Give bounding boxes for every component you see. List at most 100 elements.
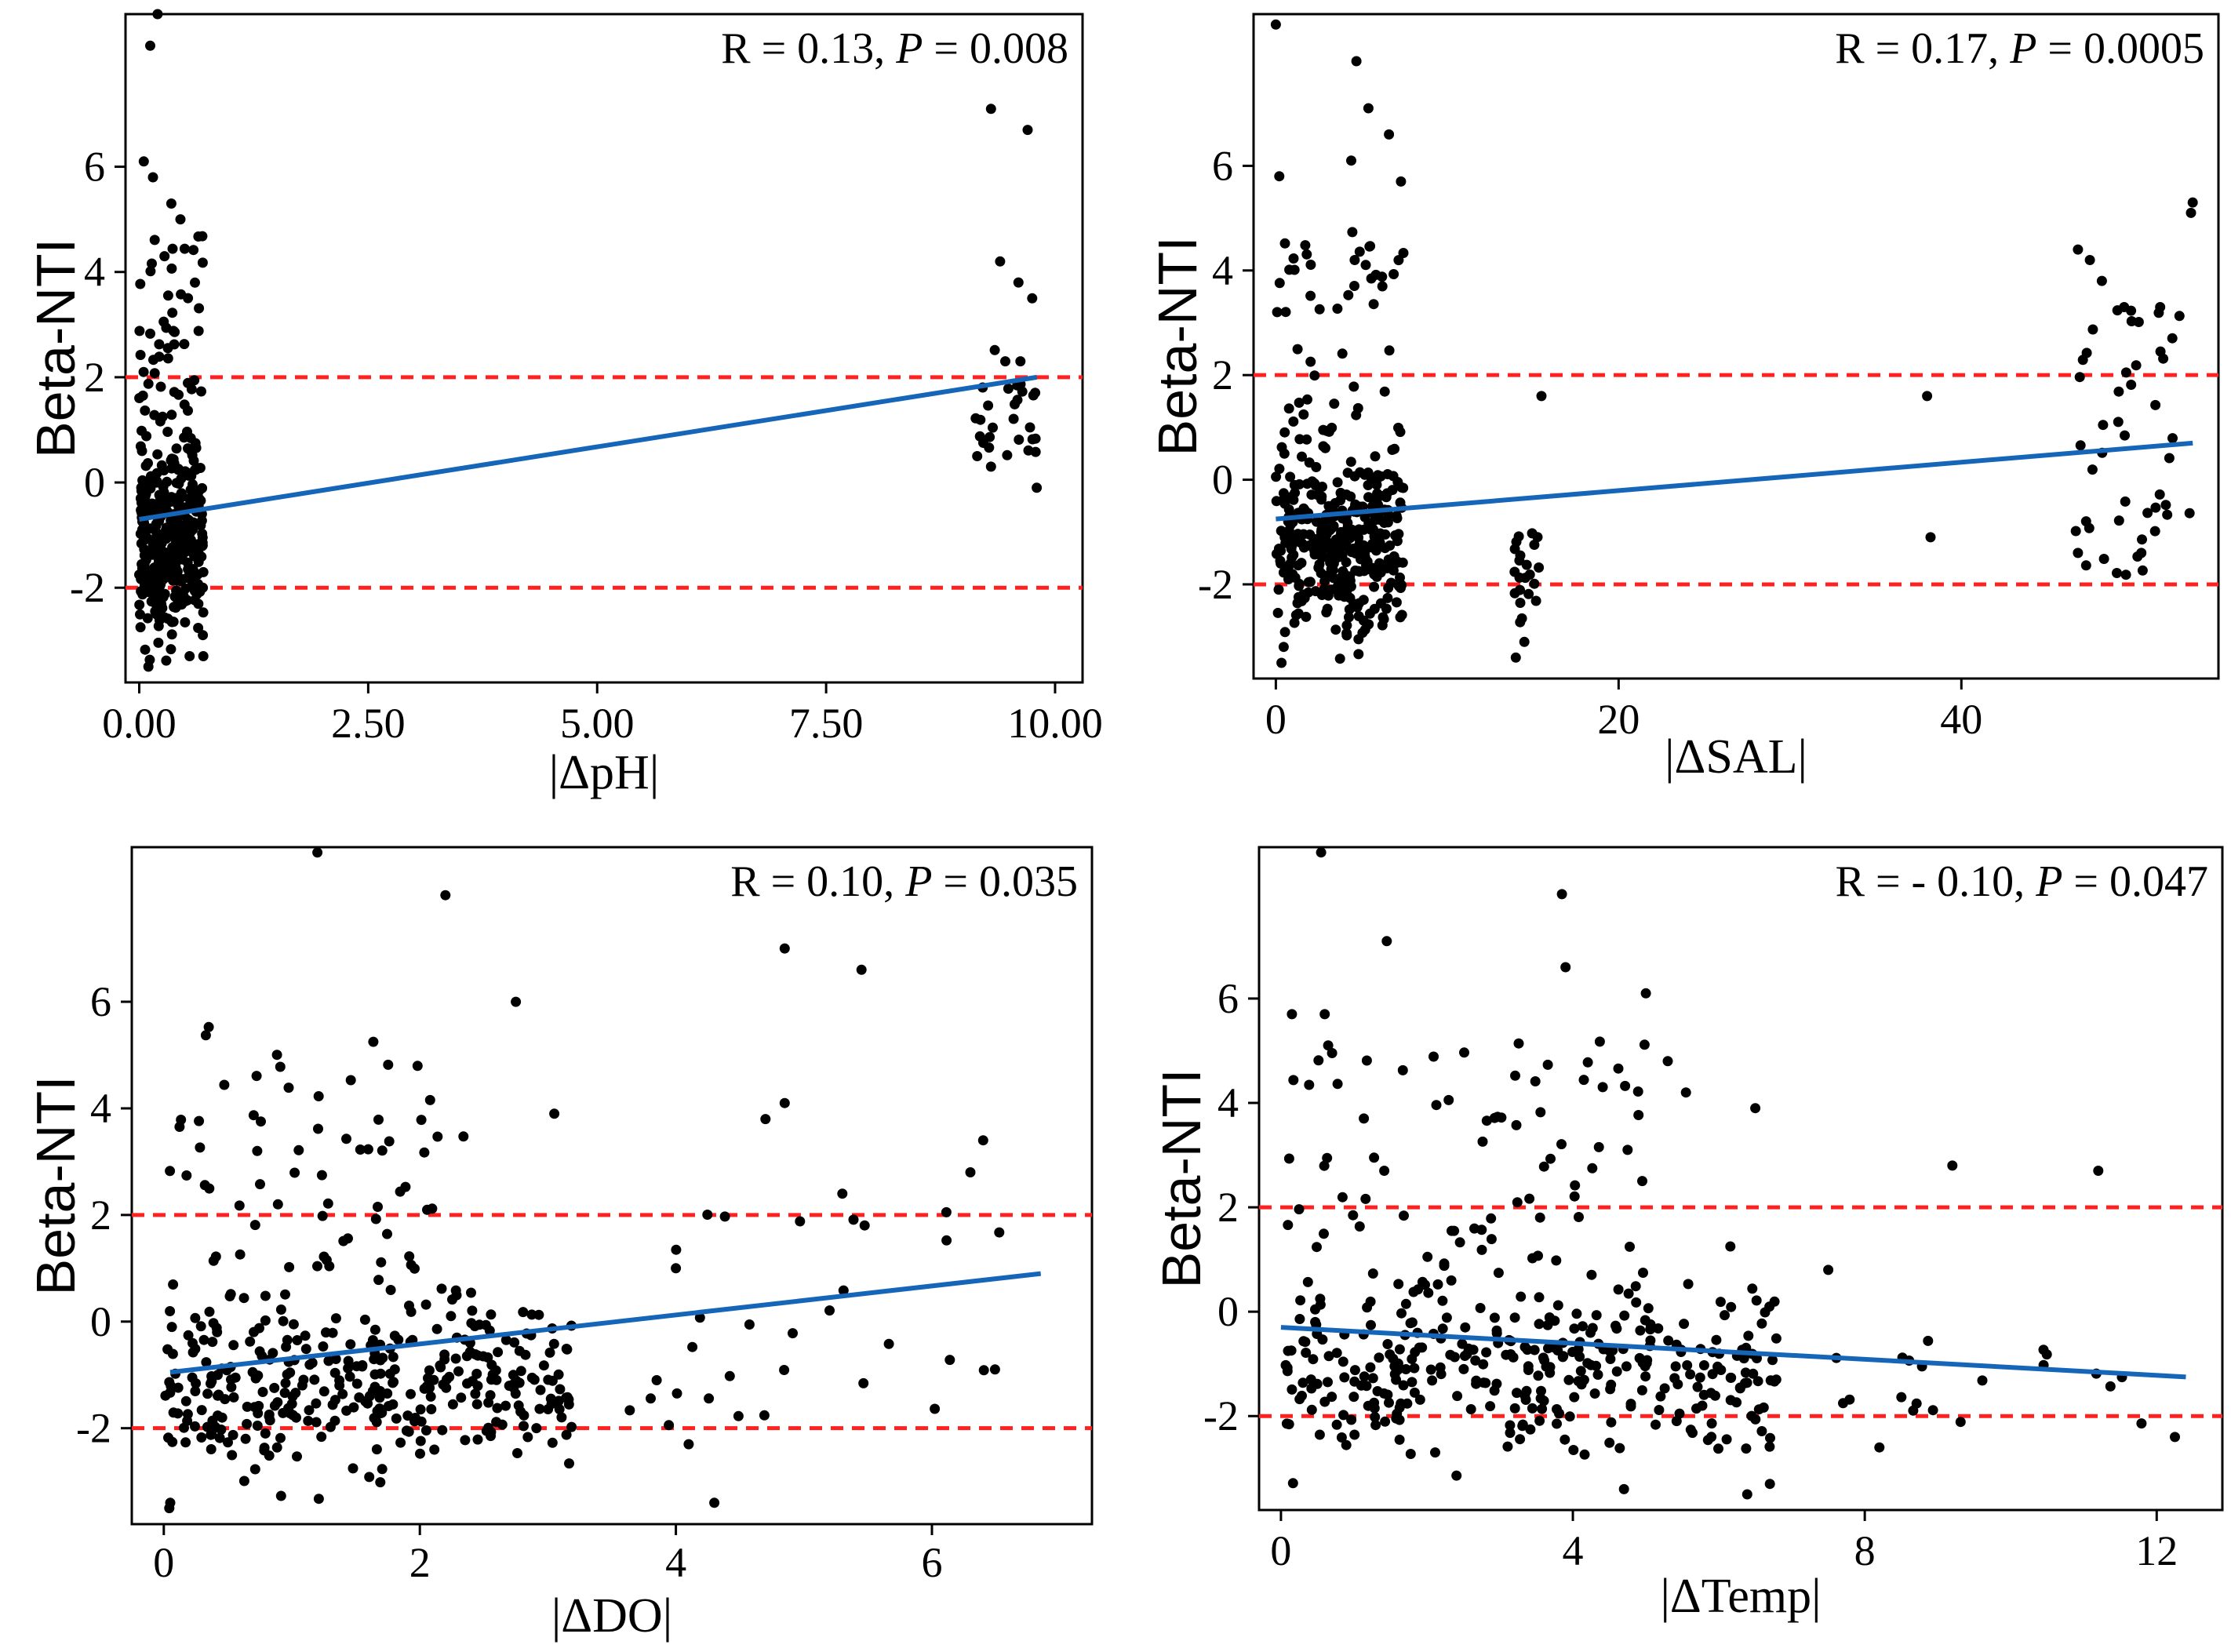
data-point — [526, 1309, 537, 1320]
data-point — [1454, 1237, 1465, 1248]
data-point — [1630, 1281, 1641, 1292]
data-point — [779, 1365, 790, 1375]
data-point — [1491, 1378, 1502, 1389]
data-point — [2142, 508, 2153, 519]
data-point — [1346, 155, 1356, 166]
data-point — [1368, 299, 1379, 310]
data-point — [371, 1417, 382, 1428]
data-point — [1032, 482, 1043, 493]
data-point — [1273, 544, 1284, 554]
data-point — [1312, 1242, 1322, 1253]
data-point — [255, 1179, 265, 1190]
scatter-points — [1280, 847, 2180, 1500]
data-point — [988, 422, 998, 433]
data-point — [467, 1305, 478, 1316]
data-point — [1349, 281, 1359, 291]
data-point — [1575, 1366, 1586, 1377]
data-point — [1305, 260, 1316, 270]
data-point — [1549, 1342, 1560, 1353]
data-point — [2184, 508, 2195, 519]
x-tick-label: 4 — [665, 1539, 686, 1586]
data-point — [1374, 558, 1385, 569]
data-point — [1367, 1268, 1378, 1279]
data-point — [1510, 652, 1521, 663]
data-point — [351, 1378, 362, 1389]
data-point — [514, 1345, 525, 1356]
data-point — [1651, 1419, 1661, 1430]
data-point — [978, 438, 988, 448]
data-point — [1399, 1210, 1409, 1221]
data-point — [1423, 1287, 1434, 1298]
data-point — [1398, 248, 1409, 258]
data-point — [278, 1315, 289, 1326]
data-point — [375, 1477, 386, 1488]
data-point — [1283, 403, 1294, 414]
data-point — [135, 622, 146, 633]
data-point — [279, 1388, 290, 1399]
data-point — [171, 443, 182, 454]
data-point — [549, 1108, 560, 1119]
data-point — [1395, 427, 1406, 438]
data-point — [1356, 1380, 1367, 1391]
data-point — [858, 1377, 869, 1388]
data-point — [1308, 1354, 1319, 1365]
x-tick-label: 8 — [1854, 1527, 1876, 1574]
data-point — [554, 1404, 565, 1414]
data-point — [444, 1371, 455, 1382]
data-point — [166, 644, 177, 655]
data-point — [683, 1439, 694, 1450]
data-point — [1354, 246, 1365, 257]
data-point — [1512, 1388, 1522, 1399]
data-point — [519, 1421, 529, 1432]
data-point — [140, 405, 151, 416]
data-point — [2160, 500, 2171, 511]
data-point — [1720, 1310, 1730, 1321]
x-tick-label: 5.00 — [560, 700, 635, 747]
data-point — [1353, 611, 1364, 621]
data-point — [1349, 1429, 1360, 1440]
data-point — [190, 277, 200, 288]
data-point — [382, 1228, 392, 1239]
data-point — [941, 1206, 952, 1217]
data-point — [1394, 1414, 1405, 1425]
data-point — [1341, 628, 1352, 639]
data-point — [149, 409, 160, 420]
data-point — [1326, 584, 1337, 595]
data-point — [373, 1202, 383, 1212]
data-point — [1568, 1445, 1579, 1455]
data-point — [1294, 578, 1305, 589]
data-point — [500, 1400, 511, 1411]
data-point — [2164, 453, 2175, 464]
data-point — [169, 387, 180, 398]
data-point — [1288, 416, 1299, 427]
data-point — [1604, 1437, 1615, 1448]
data-point — [2155, 346, 2166, 357]
data-point — [1365, 241, 1376, 252]
data-point — [1478, 1359, 1489, 1370]
data-point — [372, 1406, 383, 1417]
data-point — [179, 339, 190, 350]
data-point — [153, 637, 164, 648]
data-point — [297, 1380, 308, 1391]
data-point — [1530, 1076, 1541, 1086]
data-point — [446, 1311, 457, 1322]
data-point — [440, 890, 451, 901]
data-point — [1711, 1334, 1722, 1345]
data-point — [1370, 545, 1381, 556]
data-point — [163, 1432, 173, 1443]
data-point — [180, 537, 191, 548]
data-point — [406, 1388, 416, 1399]
data-point — [1537, 1403, 1548, 1414]
data-point — [1295, 1295, 1306, 1306]
data-point — [252, 1421, 263, 1431]
data-point — [202, 1388, 213, 1399]
x-tick-label: 12 — [2135, 1527, 2178, 1574]
data-point — [2080, 560, 2091, 571]
data-point — [2087, 324, 2098, 335]
data-point — [1317, 551, 1328, 562]
data-point — [671, 1244, 682, 1255]
data-point — [759, 1410, 770, 1421]
scatter-points — [1270, 19, 2198, 668]
x-tick-label: 10.00 — [1007, 700, 1103, 747]
data-point — [197, 537, 208, 548]
